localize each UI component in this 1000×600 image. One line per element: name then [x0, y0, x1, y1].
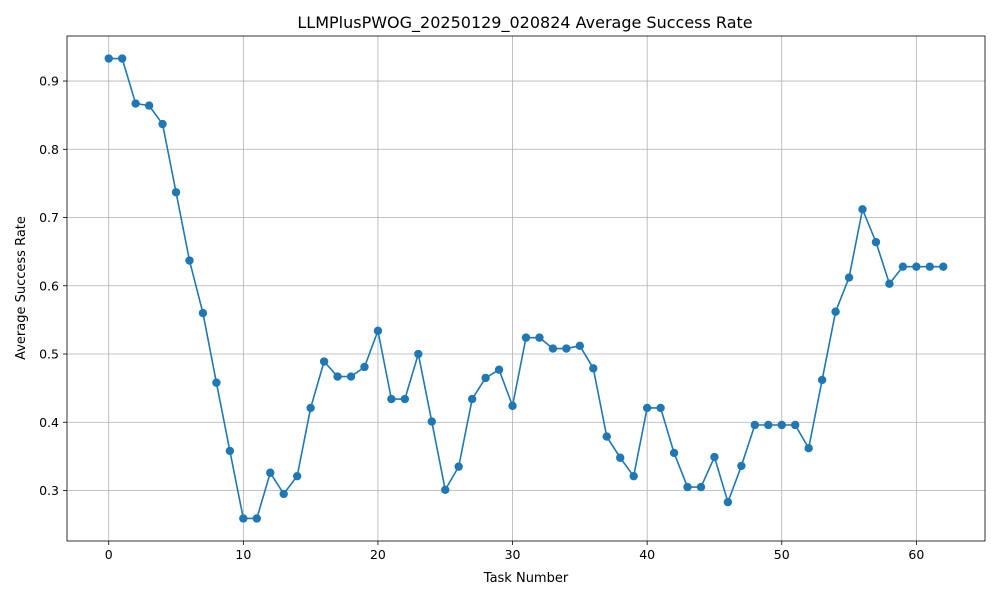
data-point	[346, 372, 356, 381]
data-point	[683, 482, 692, 492]
data-point	[467, 394, 477, 404]
data-point	[508, 401, 517, 411]
data-point	[723, 497, 733, 507]
data-point	[764, 420, 773, 430]
data-point	[939, 262, 948, 271]
gridlines	[67, 36, 985, 541]
data-point	[225, 446, 235, 456]
data-point	[212, 378, 221, 387]
data-point	[104, 54, 113, 63]
data-point	[360, 362, 369, 372]
data-point	[589, 364, 598, 373]
data-point	[925, 262, 935, 271]
data-point	[131, 99, 140, 108]
data-point	[279, 489, 288, 499]
data-point	[616, 453, 625, 462]
data-point	[602, 432, 611, 441]
data-point	[198, 308, 208, 318]
y-tick-label: 0.6	[39, 278, 59, 293]
data-point	[804, 443, 813, 453]
x-tick-label: 60	[908, 547, 924, 562]
data-point	[642, 403, 652, 413]
data-point	[306, 403, 315, 413]
data-point	[427, 417, 436, 426]
data-point	[898, 262, 908, 271]
data-point	[844, 273, 854, 282]
data-point	[481, 373, 490, 383]
data-point	[669, 448, 679, 458]
data-point	[252, 514, 261, 523]
data-point	[454, 462, 463, 471]
axis-ticks: 0 10 20 30 40 50 60 0.3 0.4 0.5 0.6 0.7 0.8 0.9	[39, 74, 924, 562]
data-point	[791, 420, 800, 430]
x-axis-label: Task Number	[483, 571, 569, 586]
data-point	[387, 394, 396, 404]
data-point	[629, 471, 638, 481]
data-point	[656, 403, 665, 413]
data-point	[817, 375, 827, 385]
data-point	[239, 514, 248, 523]
data-point	[575, 341, 585, 351]
data-point	[144, 101, 154, 110]
x-tick-label: 20	[370, 547, 386, 562]
y-tick-label: 0.5	[39, 347, 59, 362]
y-tick-label: 0.4	[39, 415, 59, 430]
data-point	[562, 344, 571, 353]
data-point	[158, 119, 167, 129]
data-point	[548, 344, 558, 353]
x-tick-label: 10	[235, 547, 251, 562]
data-point	[319, 357, 329, 366]
data-point	[710, 452, 719, 462]
data-point	[885, 279, 894, 288]
data-point	[696, 482, 706, 492]
x-tick-label: 30	[505, 547, 521, 562]
data-point	[441, 485, 450, 495]
y-tick-label: 0.3	[39, 483, 59, 498]
x-tick-label: 40	[639, 547, 655, 562]
y-axis-label: Average Success Rate	[14, 216, 29, 360]
series-line	[108, 57, 944, 520]
data-point	[185, 256, 194, 265]
x-tick-label: 50	[774, 547, 790, 562]
plot-frame	[66, 35, 986, 542]
data-point	[333, 372, 342, 381]
data-point	[171, 188, 181, 197]
x-tick-label: 0	[105, 547, 113, 562]
data-point	[494, 365, 504, 374]
data-point	[871, 237, 881, 247]
data-point	[831, 307, 840, 316]
data-point	[266, 468, 275, 477]
y-tick-label: 0.8	[39, 142, 59, 157]
data-point	[292, 471, 302, 481]
data-point	[750, 420, 760, 430]
data-point	[535, 333, 544, 342]
data-point	[521, 333, 531, 342]
chart-title: LLMPlusPWOG_20250129_020824 Average Succ…	[297, 13, 752, 33]
data-point	[414, 349, 423, 359]
data-point	[858, 205, 867, 214]
series-success-rate	[104, 54, 948, 523]
y-tick-label: 0.7	[39, 210, 59, 225]
data-point	[912, 262, 921, 271]
data-point	[117, 54, 127, 63]
data-point	[373, 326, 383, 336]
y-tick-label: 0.9	[39, 74, 59, 89]
data-point	[400, 394, 410, 404]
data-point	[737, 461, 746, 471]
data-point	[777, 420, 786, 430]
